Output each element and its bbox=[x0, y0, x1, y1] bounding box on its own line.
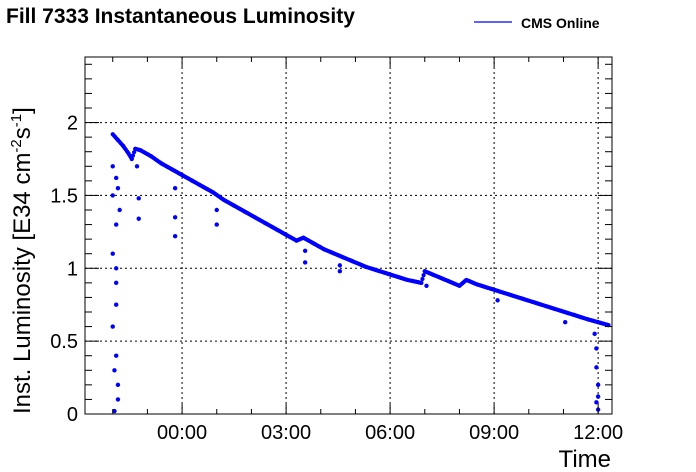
y-axis-title-end: ] bbox=[9, 107, 36, 114]
luminosity-point bbox=[129, 156, 134, 162]
y-tick-label: 0.5 bbox=[50, 331, 78, 353]
luminosity-dip-point bbox=[114, 222, 119, 227]
luminosity-dip-point bbox=[595, 382, 601, 388]
luminosity-dip-point bbox=[424, 283, 429, 288]
luminosity-dip-point bbox=[594, 365, 599, 370]
luminosity-dip-point bbox=[110, 324, 115, 329]
x-tick-label: 03:00 bbox=[261, 422, 311, 444]
luminosity-dip-point bbox=[172, 215, 178, 220]
x-axis-title: Time bbox=[559, 446, 611, 472]
y-axis-title-main: Inst. Luminosity [E34 cm bbox=[9, 153, 36, 414]
luminosity-dip-point bbox=[592, 331, 597, 337]
y-tick-label: 1.5 bbox=[50, 185, 78, 207]
luminosity-point bbox=[421, 272, 426, 278]
luminosity-dip-point bbox=[134, 164, 140, 169]
luminosity-dip-point bbox=[337, 263, 343, 268]
x-tick-label: 12:00 bbox=[573, 422, 623, 444]
luminosity-dip-point bbox=[302, 260, 308, 265]
luminosity-dip-point bbox=[172, 185, 178, 191]
x-tick-label: 09:00 bbox=[469, 422, 519, 444]
luminosity-dip-point bbox=[115, 382, 121, 388]
luminosity-dip-point bbox=[214, 207, 219, 213]
luminosity-dip-point bbox=[115, 397, 121, 402]
luminosity-dip-point bbox=[114, 353, 119, 358]
luminosity-point bbox=[132, 150, 137, 155]
luminosity-dip-point bbox=[112, 408, 117, 414]
axis-ticks bbox=[85, 57, 612, 415]
luminosity-dip-point bbox=[114, 280, 119, 286]
luminosity-dip-point bbox=[115, 185, 121, 191]
x-tick-label: 00:00 bbox=[157, 422, 207, 444]
luminosity-dip-point bbox=[114, 302, 119, 307]
luminosity-dip-point bbox=[110, 193, 115, 198]
luminosity-dip-point bbox=[595, 394, 601, 399]
luminosity-dip-point bbox=[114, 266, 119, 271]
luminosity-dip-point bbox=[110, 164, 115, 169]
luminosity-dip-point bbox=[172, 234, 178, 239]
luminosity-point bbox=[130, 153, 136, 158]
legend: CMS Online bbox=[474, 15, 600, 31]
data-points bbox=[110, 132, 611, 414]
y-tick-label: 1 bbox=[67, 258, 78, 280]
luminosity-dip-point bbox=[117, 207, 122, 213]
grid bbox=[85, 57, 612, 415]
tick-labels: 00:00 03:00 06:00 09:00 12:00 0 0.5 1 1.5 2 bbox=[50, 113, 623, 444]
y-axis-title-sup2: -1 bbox=[8, 114, 25, 127]
y-tick-label: 0 bbox=[67, 404, 78, 426]
y-tick-label: 2 bbox=[67, 113, 78, 135]
luminosity-dip-point bbox=[136, 196, 141, 201]
plot-frame bbox=[84, 56, 613, 415]
y-axis-title-s: s bbox=[9, 127, 36, 139]
luminosity-dip-point bbox=[302, 248, 308, 253]
luminosity-dip-point bbox=[562, 320, 568, 325]
chart-title: Fill 7333 Instantaneous Luminosity bbox=[6, 5, 355, 28]
luminosity-dip-point bbox=[495, 298, 500, 303]
y-axis-title-sup1: -2 bbox=[8, 139, 25, 152]
luminosity-dip-point bbox=[136, 216, 141, 221]
luminosity-point bbox=[419, 280, 424, 285]
luminosity-dip-point bbox=[337, 269, 343, 274]
luminosity-dip-point bbox=[112, 368, 117, 373]
y-axis-title: Inst. Luminosity [E34 cm-2s-1] bbox=[8, 107, 36, 414]
legend-label: CMS Online bbox=[521, 15, 600, 31]
luminosity-dip-point bbox=[214, 222, 219, 227]
x-tick-label: 06:00 bbox=[365, 422, 415, 444]
luminosity-dip-point bbox=[110, 251, 115, 256]
luminosity-dip-point bbox=[594, 400, 599, 405]
luminosity-dip-point bbox=[594, 346, 599, 351]
luminosity-dip-point bbox=[114, 175, 119, 181]
luminosity-point bbox=[420, 276, 425, 282]
